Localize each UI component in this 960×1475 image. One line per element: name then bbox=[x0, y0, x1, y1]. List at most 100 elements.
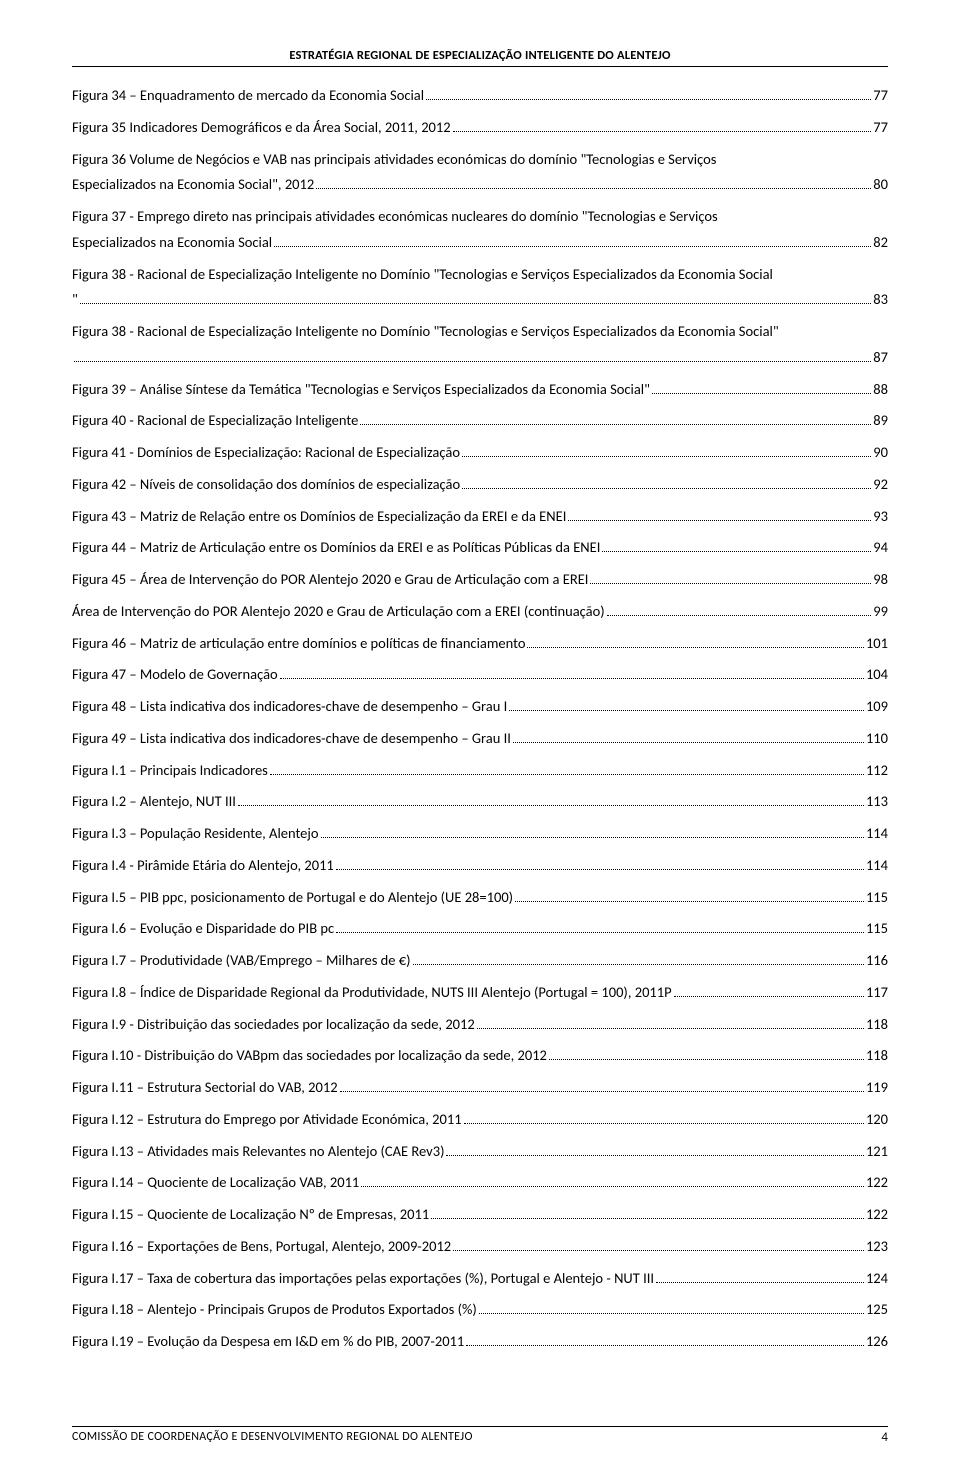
toc-page-number: 123 bbox=[866, 1236, 888, 1258]
toc-text: Figura I.2 – Alentejo, NUT III bbox=[72, 791, 236, 813]
toc-entry: Figura I.6 – Evolução e Disparidade do P… bbox=[72, 918, 888, 940]
toc-page-number: 77 bbox=[873, 117, 888, 139]
toc-entry: Figura 46 – Matriz de articulação entre … bbox=[72, 633, 888, 655]
toc-page-number: 122 bbox=[866, 1172, 888, 1194]
toc-leader-dots bbox=[413, 964, 864, 965]
toc-page-number: 112 bbox=[866, 760, 888, 782]
toc-text-line1: Figura 38 - Racional de Especialização I… bbox=[72, 264, 888, 286]
toc-entry: Figura I.13 – Atividades mais Relevantes… bbox=[72, 1141, 888, 1163]
toc-page-number: 92 bbox=[873, 474, 888, 496]
toc-text: Especializados na Economia Social", 2012 bbox=[72, 174, 314, 196]
toc-leader-dots bbox=[316, 188, 871, 189]
toc-leader-dots bbox=[446, 1155, 863, 1156]
toc-entry: Figura I.4 - Pirâmide Etária do Alentejo… bbox=[72, 855, 888, 877]
toc-page-number: 88 bbox=[873, 379, 888, 401]
toc-text: Figura I.11 – Estrutura Sectorial do VAB… bbox=[72, 1077, 338, 1099]
toc-leader-dots bbox=[274, 246, 871, 247]
toc-text: Figura 35 Indicadores Demográficos e da … bbox=[72, 117, 451, 139]
toc-entry: Figura 38 - Racional de Especialização I… bbox=[72, 264, 888, 312]
toc-leader-dots bbox=[549, 1059, 864, 1060]
toc-text: Figura I.10 - Distribuição do VABpm das … bbox=[72, 1045, 547, 1067]
toc-text: Figura I.15 – Quociente de Localização N… bbox=[72, 1204, 429, 1226]
footer-page-number: 4 bbox=[881, 1430, 888, 1445]
toc-leader-dots bbox=[270, 774, 864, 775]
toc-page-number: 121 bbox=[866, 1141, 888, 1163]
toc-entry: Figura 42 – Níveis de consolidação dos d… bbox=[72, 474, 888, 496]
toc-text: Figura I.18 – Alentejo - Principais Grup… bbox=[72, 1299, 477, 1321]
toc-leader-dots bbox=[607, 615, 872, 616]
toc-page-number: 104 bbox=[866, 664, 888, 686]
toc-page-number: 77 bbox=[873, 85, 888, 107]
toc-page-number: 118 bbox=[866, 1045, 888, 1067]
toc-leader-dots bbox=[453, 131, 872, 132]
toc-entry: Figura 34 – Enquadramento de mercado da … bbox=[72, 85, 888, 107]
toc-entry: Figura 41 - Domínios de Especialização: … bbox=[72, 442, 888, 464]
toc-leader-dots bbox=[462, 456, 871, 457]
toc-entry: Figura 38 - Racional de Especialização I… bbox=[72, 321, 888, 369]
toc-leader-dots bbox=[238, 805, 864, 806]
toc-text: " bbox=[72, 289, 78, 311]
toc-entry: Figura 49 – Lista indicativa dos indicad… bbox=[72, 728, 888, 750]
toc-entry: Figura 36 Volume de Negócios e VAB nas p… bbox=[72, 149, 888, 197]
toc-leader-dots bbox=[479, 1313, 864, 1314]
toc-entry: Figura I.3 – População Residente, Alente… bbox=[72, 823, 888, 845]
toc-text: Figura 34 – Enquadramento de mercado da … bbox=[72, 85, 424, 107]
toc-leader-dots bbox=[466, 1345, 864, 1346]
toc-page-number: 87 bbox=[873, 347, 888, 369]
toc-text-line1: Figura 38 - Racional de Especialização I… bbox=[72, 321, 888, 343]
toc-entry: Figura I.12 – Estrutura do Emprego por A… bbox=[72, 1109, 888, 1131]
toc-page-number: 113 bbox=[866, 791, 888, 813]
toc-leader-dots bbox=[674, 996, 864, 997]
toc-page-number: 117 bbox=[866, 982, 888, 1004]
toc-entry: Figura I.8 – Índice de Disparidade Regio… bbox=[72, 982, 888, 1004]
toc-entry: Figura 43 – Matriz de Relação entre os D… bbox=[72, 506, 888, 528]
toc-text: Figura 47 – Modelo de Governação bbox=[72, 664, 278, 686]
toc-page-number: 99 bbox=[873, 601, 888, 623]
toc-text: Figura 41 - Domínios de Especialização: … bbox=[72, 442, 460, 464]
toc-page-number: 90 bbox=[873, 442, 888, 464]
toc-text: Figura I.1 – Principais Indicadores bbox=[72, 760, 268, 782]
toc-text-line2: Especializados na Economia Social", 2012… bbox=[72, 174, 888, 196]
toc-entry: Figura 39 – Análise Síntese da Temática … bbox=[72, 379, 888, 401]
toc-page-number: 83 bbox=[873, 289, 888, 311]
toc-text: Figura 42 – Níveis de consolidação dos d… bbox=[72, 474, 460, 496]
toc-page-number: 98 bbox=[873, 569, 888, 591]
toc-page-number: 114 bbox=[866, 823, 888, 845]
toc-text: Figura I.17 – Taxa de cobertura das impo… bbox=[72, 1268, 654, 1290]
toc-entry: Figura I.1 – Principais Indicadores 112 bbox=[72, 760, 888, 782]
toc-page-number: 126 bbox=[866, 1331, 888, 1353]
toc-text: Especializados na Economia Social bbox=[72, 232, 272, 254]
toc-entry: Figura 45 – Área de Intervenção do POR A… bbox=[72, 569, 888, 591]
toc-leader-dots bbox=[74, 361, 871, 362]
toc-text-line2: 87 bbox=[72, 347, 888, 369]
toc-text-line1: Figura 36 Volume de Negócios e VAB nas p… bbox=[72, 149, 888, 171]
toc-leader-dots bbox=[590, 583, 871, 584]
toc-text: Figura I.13 – Atividades mais Relevantes… bbox=[72, 1141, 444, 1163]
toc-page-number: 94 bbox=[873, 537, 888, 559]
toc-text: Figura 40 - Racional de Especialização I… bbox=[72, 410, 358, 432]
toc-entry: Figura I.16 – Exportações de Bens, Portu… bbox=[72, 1236, 888, 1258]
toc-text: Figura I.9 - Distribuição das sociedades… bbox=[72, 1014, 475, 1036]
toc-entry: Figura I.5 – PIB ppc, posicionamento de … bbox=[72, 887, 888, 909]
toc-page-number: 119 bbox=[866, 1077, 888, 1099]
toc-text: Figura I.5 – PIB ppc, posicionamento de … bbox=[72, 887, 513, 909]
toc-text: Figura 39 – Análise Síntese da Temática … bbox=[72, 379, 650, 401]
toc-leader-dots bbox=[652, 393, 871, 394]
toc-page-number: 110 bbox=[866, 728, 888, 750]
toc-entry: Figura 40 - Racional de Especialização I… bbox=[72, 410, 888, 432]
toc-text: Figura 48 – Lista indicativa dos indicad… bbox=[72, 696, 507, 718]
toc-entry: Figura I.14 – Quociente de Localização V… bbox=[72, 1172, 888, 1194]
toc-entry: Figura I.19 – Evolução da Despesa em I&D… bbox=[72, 1331, 888, 1353]
toc-entry: Figura 48 – Lista indicativa dos indicad… bbox=[72, 696, 888, 718]
toc-entry: Área de Intervenção do POR Alentejo 2020… bbox=[72, 601, 888, 623]
toc-leader-dots bbox=[336, 932, 864, 933]
toc-leader-dots bbox=[568, 520, 871, 521]
toc-leader-dots bbox=[515, 901, 864, 902]
footer-text: COMISSÃO DE COORDENAÇÃO E DESENVOLVIMENT… bbox=[72, 1430, 473, 1445]
toc-page-number: 93 bbox=[873, 506, 888, 528]
toc-page-number: 122 bbox=[866, 1204, 888, 1226]
toc-entry: Figura I.18 – Alentejo - Principais Grup… bbox=[72, 1299, 888, 1321]
toc-entry: Figura I.11 – Estrutura Sectorial do VAB… bbox=[72, 1077, 888, 1099]
toc-leader-dots bbox=[340, 1091, 864, 1092]
toc-leader-dots bbox=[431, 1218, 864, 1219]
